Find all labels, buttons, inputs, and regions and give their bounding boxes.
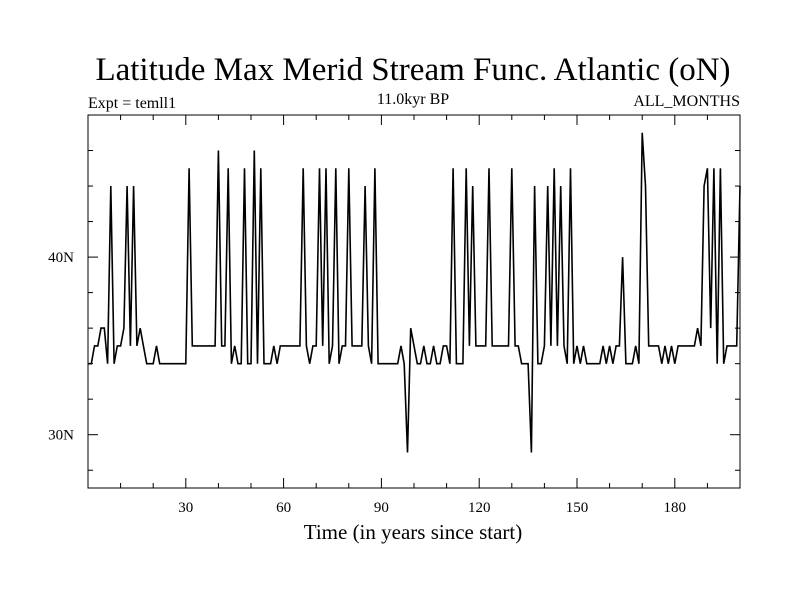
axis-ticks xyxy=(88,115,740,488)
subtitle-right: ALL_MONTHS xyxy=(633,93,740,110)
x-tick-label: 60 xyxy=(276,500,291,516)
chart-title: Latitude Max Merid Stream Func. Atlantic… xyxy=(95,52,730,88)
y-tick-label: 30N xyxy=(48,428,74,444)
axis-tick-labels: 30 60 90 120 150 180 30N 40N xyxy=(48,250,686,516)
subtitle-center: 11.0kyr BP xyxy=(377,91,449,108)
subtitle-left: Expt = temll1 xyxy=(88,95,176,112)
x-axis-label: Time (in years since start) xyxy=(304,520,523,544)
x-tick-label: 180 xyxy=(664,500,687,516)
y-tick-label: 40N xyxy=(48,250,74,266)
x-tick-label: 150 xyxy=(566,500,589,516)
series-line xyxy=(88,132,741,453)
x-tick-label: 90 xyxy=(374,500,389,516)
x-tick-label: 30 xyxy=(178,500,193,516)
x-tick-label: 120 xyxy=(468,500,491,516)
